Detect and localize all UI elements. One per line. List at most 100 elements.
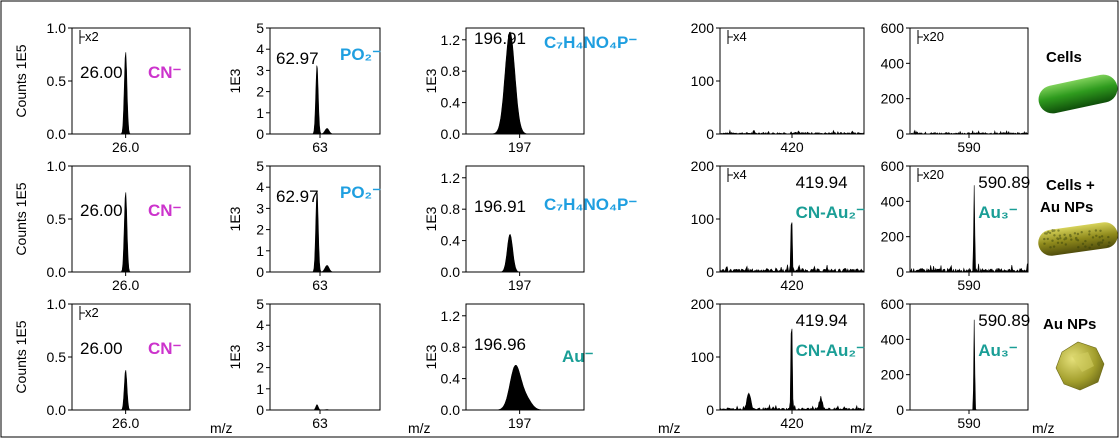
y-tick-label: 200 (691, 20, 715, 36)
np-dot (1043, 237, 1046, 241)
y-tick-label: 4 (256, 41, 264, 57)
xaxis-unit-2: m/z (408, 420, 431, 436)
ion-species-label: Au₃⁻ (978, 341, 1018, 360)
y-tick-label: 1.0 (47, 296, 67, 312)
np-dot (1064, 243, 1068, 246)
x-tick-label: 420 (780, 277, 804, 293)
ion-species-label: Au⁻ (562, 347, 594, 366)
np-dot (1046, 237, 1050, 241)
scale-note: x2 (85, 305, 99, 320)
ion-species-label: CN⁻ (148, 339, 182, 358)
spectrum-trace (719, 129, 865, 135)
xaxis-unit-5: m/z (1032, 420, 1055, 436)
row-label-cells-au: Cells + Au NPs (1040, 177, 1095, 216)
scale-note: x4 (733, 29, 747, 44)
np-dot (1098, 236, 1101, 239)
panel-r2-c3: 0.0 0.4 0.8 1.2 1E3 197 196.91 C₇H₄NO₄P⁻ (423, 165, 637, 293)
y-tick-label: 0 (706, 126, 714, 142)
scale-marker (79, 306, 85, 320)
y-tick-label: 100 (691, 73, 715, 89)
y-tick-label: 600 (881, 296, 905, 312)
np-dot (1096, 242, 1100, 246)
np-dot (1077, 246, 1080, 249)
y-tick-label: 0 (896, 126, 904, 142)
panel-r1-c3: 0.0 0.4 0.8 1.2 1E3 197 196.91 C₇H₄NO₄P⁻ (423, 27, 637, 155)
np-dot (1063, 233, 1066, 236)
np-dot (1053, 229, 1056, 232)
panel-r1-c2: 0 1 2 3 4 5 1E3 63 62.97 PO₂⁻ (227, 20, 381, 155)
panel-r2-c5: 0 200 400 600 590 x20 590.89 Au₃⁻ (881, 158, 1031, 293)
np-dot (1100, 235, 1104, 238)
np-dot (1051, 229, 1054, 232)
y-axis-label: 1E3 (227, 344, 243, 369)
np-dot (1076, 239, 1080, 242)
y-tick-label: 1 (256, 243, 264, 259)
panel-r2-c1: 0.0 0.5 1.0 Counts 1E5 26.0 26.00 CN⁻ (13, 158, 191, 293)
panel-r1-c1: 0.0 0.5 1.0 Counts 1E5 26.0 x2 26.00 CN⁻ (13, 20, 191, 155)
ion-species-label: CN-Au₂⁻ (796, 341, 865, 360)
row-label-au-nps: Au NPs (1043, 316, 1096, 333)
np-dot (1099, 229, 1102, 232)
peak-mass-label: 419.94 (796, 173, 848, 192)
y-axis-label: 1E3 (423, 344, 439, 369)
spectrum-trace (466, 365, 584, 411)
y-tick-label: 0.0 (441, 264, 461, 280)
np-dot (1049, 246, 1052, 249)
y-tick-label: 200 (881, 367, 905, 383)
y-tick-label: 1.2 (441, 170, 461, 186)
panel-r2-c4: 0 100 200 420 x4 419.94 CN-Au₂⁻ (691, 158, 865, 293)
np-dot (1094, 229, 1098, 232)
y-axis-label: 1E3 (227, 206, 243, 231)
np-dot (1069, 235, 1072, 238)
np-dot (1108, 241, 1111, 244)
y-tick-label: 200 (881, 91, 905, 107)
y-tick-label: 0 (896, 264, 904, 280)
x-tick-label: 590 (957, 415, 981, 431)
y-tick-label: 2 (256, 84, 264, 100)
np-dot (1088, 246, 1091, 249)
np-dot (1091, 236, 1095, 239)
panel-r3-c1: 0.0 0.5 1.0 Counts 1E5 26.0 x2 26.00 CN⁻ (13, 296, 191, 431)
scale-marker (917, 30, 923, 44)
y-tick-label: 3 (256, 62, 264, 78)
np-dot (1057, 237, 1060, 241)
np-dot (1075, 236, 1078, 240)
x-tick-label: 420 (780, 139, 804, 155)
np-dot (1059, 237, 1062, 240)
y-tick-label: 0 (256, 402, 264, 418)
scale-note: x20 (923, 29, 944, 44)
spectrum-trace (910, 319, 1028, 411)
spectrum-trace (72, 370, 190, 411)
ion-species-label: Au₃⁻ (978, 203, 1018, 222)
peak-mass-label: 26.00 (80, 201, 123, 220)
x-tick-label: 26.0 (112, 415, 139, 431)
panel-r1-c5: 0 200 400 600 590 x20 (881, 20, 1029, 155)
y-tick-label: 200 (691, 158, 715, 174)
peak-mass-label: 26.00 (80, 63, 123, 82)
y-tick-label: 600 (881, 158, 905, 174)
ion-species-label: PO₂⁻ (340, 183, 381, 202)
np-dot (1047, 230, 1050, 234)
y-tick-label: 0.0 (47, 402, 67, 418)
y-tick-label: 0.8 (441, 339, 461, 355)
np-dot (1084, 239, 1087, 243)
np-dot (1088, 230, 1091, 233)
np-dot (1070, 238, 1073, 241)
spectrum-trace (466, 31, 584, 135)
ion-species-label: C₇H₄NO₄P⁻ (544, 33, 637, 52)
panel-r3-c2: 0 1 2 3 4 5 1E3 63 (227, 296, 381, 431)
spectrum-trace (909, 129, 1029, 135)
x-tick-label: 420 (780, 415, 804, 431)
scale-marker (917, 168, 923, 182)
y-axis-label: Counts 1E5 (13, 320, 29, 393)
peak-mass-label: 62.97 (276, 187, 319, 206)
y-tick-label: 100 (691, 349, 715, 365)
y-axis-label: 1E3 (423, 68, 439, 93)
spectrum-trace (719, 328, 865, 411)
y-tick-label: 4 (256, 179, 264, 195)
y-tick-label: 200 (881, 229, 905, 245)
y-tick-label: 1 (256, 105, 264, 121)
y-tick-label: 0.0 (441, 402, 461, 418)
ion-species-label: CN⁻ (148, 201, 182, 220)
